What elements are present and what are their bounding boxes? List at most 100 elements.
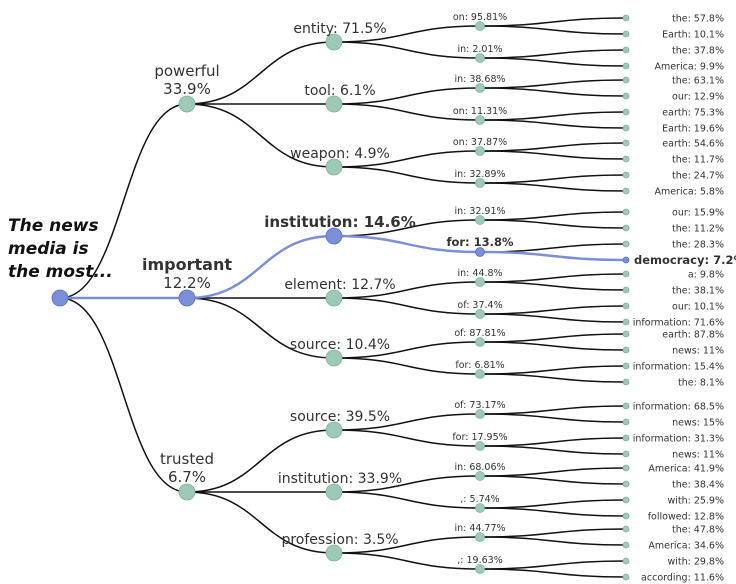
level3-label: of: 73.17% [454, 400, 505, 411]
leaf-label: the: 11.2% [672, 224, 724, 235]
leaf-label: information: 15.4% [633, 362, 724, 373]
edge [333, 25, 481, 43]
root-prompt-line: The news [8, 216, 99, 236]
level2-node [325, 95, 343, 113]
level2-node [325, 227, 343, 245]
level3-node [475, 441, 485, 451]
leaf-label: the: 28.3% [672, 240, 724, 251]
leaf-node [622, 362, 630, 370]
edge [333, 103, 481, 121]
leaf-node [622, 418, 630, 426]
leaf-node [622, 155, 630, 163]
leaf-node [622, 208, 630, 216]
level3-label: of: 87.81% [454, 328, 505, 339]
level3-label: in: 32.89% [454, 169, 505, 180]
leaf-label: our: 10.1% [672, 302, 724, 313]
level2-label: tool: 6.1% [304, 83, 375, 99]
leaf-label: information: 31.3% [633, 434, 724, 445]
edge [333, 536, 481, 554]
leaf-node [622, 187, 630, 195]
leaf-node [622, 346, 630, 354]
level3-node [475, 146, 485, 156]
leaf-node [622, 14, 630, 22]
leaf-label: the: 11.7% [672, 155, 724, 166]
level3-node [475, 564, 485, 574]
edge [333, 552, 481, 570]
level3-label: for: 17.95% [452, 432, 507, 443]
level1-pct: 6.7% [168, 468, 206, 486]
leaf-label: America: 9.9% [654, 62, 724, 73]
edge [479, 499, 627, 509]
leaf-label: earth: 87.8% [662, 330, 724, 341]
edge [479, 87, 627, 97]
leaf-node [622, 378, 630, 386]
level2-node [325, 33, 343, 51]
level3-node [475, 277, 485, 287]
level3-label: in: 68.06% [454, 462, 505, 473]
level3-label: in: 32.91% [454, 206, 505, 217]
leaf-node [622, 450, 630, 458]
highlight-edge [479, 250, 627, 262]
leaf-node [622, 512, 630, 520]
leaf-node [622, 139, 630, 147]
edge [333, 281, 481, 299]
edge [479, 150, 627, 160]
leaf-label: the: 8.1% [678, 378, 724, 389]
leaf-label: democracy: 7.2% [634, 253, 736, 267]
level3-node [475, 409, 485, 419]
level3-node [475, 21, 485, 31]
level3-label: for: 6.81% [455, 360, 504, 371]
leaf-node [622, 464, 630, 472]
labels: The news media is the most... powerful33.9%… [8, 12, 736, 584]
leaf-node [622, 62, 630, 70]
leaf-label: the: 38.4% [672, 480, 724, 491]
edge [333, 166, 481, 184]
leaf-node [622, 434, 630, 442]
level3-node [475, 369, 485, 379]
level1-node [178, 483, 196, 501]
root-prompt-line: media is [8, 239, 89, 259]
level2-label: profession: 3.5% [281, 532, 398, 548]
leaf-node [622, 330, 630, 338]
level3-node [475, 247, 485, 257]
edge [186, 41, 335, 105]
level3-node [475, 309, 485, 319]
leaf-label: news: 11% [672, 450, 724, 461]
leaf-label: according: 11.6% [641, 573, 724, 584]
edge [333, 87, 481, 105]
edge [479, 475, 627, 485]
leaf-node [622, 286, 630, 294]
edge [59, 103, 188, 299]
edge [186, 491, 335, 554]
level2-node [325, 421, 343, 439]
level1-node [178, 289, 196, 307]
edge [479, 219, 627, 229]
leaf-label: information: 71.6% [633, 318, 724, 329]
leaf-label: earth: 75.3% [662, 108, 724, 119]
edge [479, 57, 627, 67]
edge [479, 568, 627, 578]
edge [333, 297, 481, 315]
level2-node [325, 544, 343, 562]
leaf-node [622, 557, 630, 565]
leaf-node [622, 171, 630, 179]
edge [59, 297, 188, 493]
level2-label: source: 10.4% [290, 337, 390, 353]
leaf-node [622, 541, 630, 549]
level3-node [475, 178, 485, 188]
leaf-label: with: 29.8% [667, 557, 724, 568]
leaf-label: a: 9.8% [688, 270, 724, 281]
leaf-label: Earth: 10.1% [662, 30, 724, 41]
leaf-node [622, 270, 630, 278]
highlight-edge [186, 234, 335, 300]
leaf-node [622, 92, 630, 100]
edge [479, 445, 627, 455]
level3-node [475, 115, 485, 125]
leaf-node [622, 573, 630, 581]
leaf-label: the: 63.1% [672, 76, 724, 87]
leaf-node [622, 240, 630, 248]
level3-label: in: 2.01% [457, 44, 502, 55]
leaf-label: the: 38.1% [672, 286, 724, 297]
leaf-node [622, 124, 630, 132]
